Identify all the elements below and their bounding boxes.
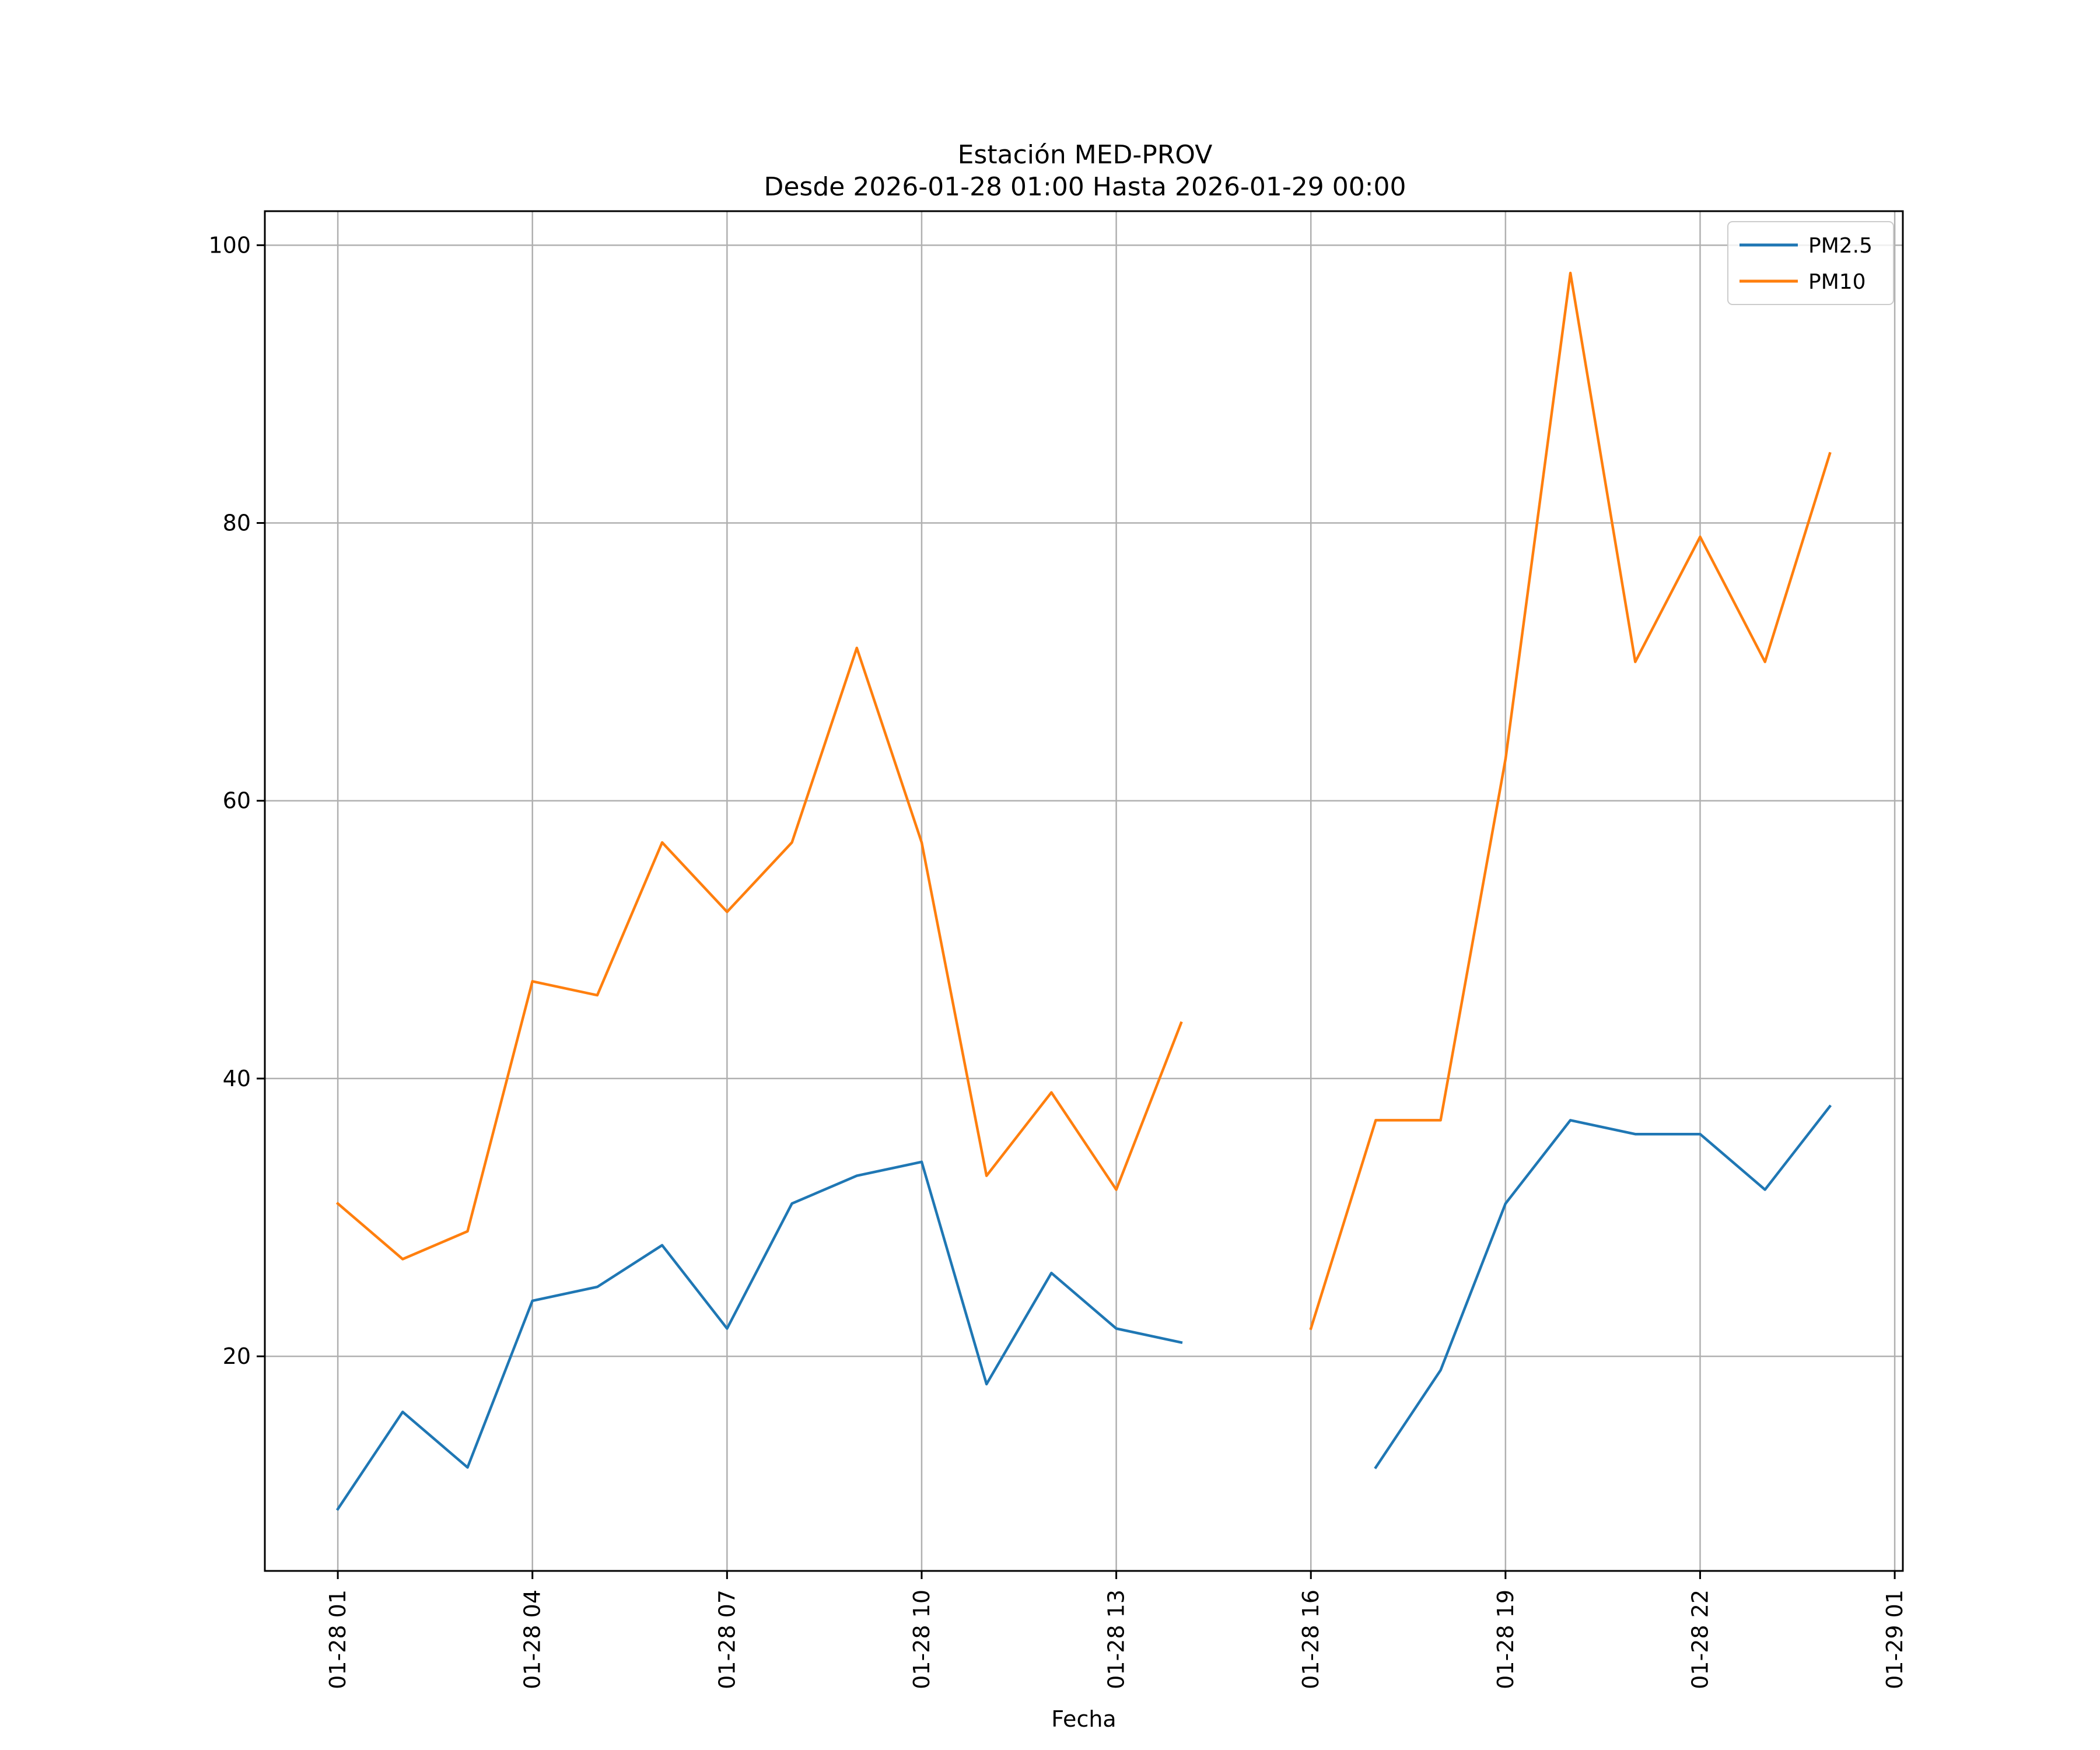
- y-axis: 20 40 60 80 100: [208, 232, 265, 1369]
- legend-label-pm10: PM10: [1808, 270, 1866, 294]
- data-point-pm10: [1051, 1092, 1052, 1093]
- data-point-pm10: [1700, 536, 1701, 537]
- data-point-pm25: [662, 1245, 663, 1246]
- data-point-pm25: [1634, 1133, 1636, 1135]
- y-tick-label: 40: [223, 1066, 251, 1091]
- y-tick-label: 60: [223, 788, 251, 814]
- data-point-pm10: [1310, 1328, 1311, 1329]
- data-point-pm10: [856, 648, 858, 649]
- x-axis: 01-28 01 01-28 04 01-28 07 01-28 10 01-28 13…: [325, 1571, 1908, 1689]
- data-point-pm10: [402, 1259, 403, 1260]
- data-point-pm10: [597, 995, 598, 996]
- grid-layer: [265, 211, 1903, 1571]
- legend: PM2.5 PM10: [1727, 221, 1894, 305]
- y-tick-label: 20: [223, 1343, 251, 1369]
- data-point-pm10: [1181, 1023, 1182, 1024]
- series-layer: [335, 271, 1832, 1511]
- data-point-pm10: [1634, 662, 1636, 663]
- chart-title-line2: Desde 2026-01-28 01:00 Hasta 2026-01-29 …: [764, 172, 1406, 202]
- x-tick-label: 01-28 16: [1298, 1590, 1324, 1689]
- data-point-pm25: [1116, 1328, 1117, 1329]
- data-point-pm25: [1570, 1119, 1571, 1121]
- data-point-pm10: [467, 1231, 468, 1232]
- data-point-pm25: [337, 1508, 338, 1510]
- data-point-pm10: [986, 1175, 987, 1177]
- data-point-pm10: [921, 842, 922, 843]
- x-tick-label: 01-28 22: [1687, 1590, 1713, 1689]
- data-point-pm10: [662, 842, 663, 843]
- data-point-pm25: [1505, 1203, 1506, 1204]
- series-line-pm10: [1309, 271, 1832, 1331]
- data-point-pm25: [856, 1175, 858, 1177]
- x-tick-label: 01-29 01: [1882, 1590, 1908, 1689]
- data-point-pm10: [1829, 453, 1831, 454]
- data-point-pm25: [1375, 1467, 1376, 1468]
- data-point-pm25: [1051, 1272, 1052, 1273]
- data-point-pm10: [1375, 1119, 1376, 1121]
- data-point-pm10: [1440, 1119, 1441, 1121]
- plot-area-frame: [264, 210, 1904, 1572]
- data-point-pm25: [532, 1300, 533, 1301]
- data-point-pm25: [597, 1286, 598, 1287]
- data-point-pm25: [1181, 1342, 1182, 1343]
- series-line-pm10: [335, 646, 1183, 1261]
- data-point-pm25: [726, 1328, 727, 1329]
- y-tick-label: 80: [223, 510, 251, 536]
- series-line-pm25: [335, 1160, 1183, 1511]
- data-point-pm10: [792, 842, 793, 843]
- data-point-pm25: [1440, 1370, 1441, 1371]
- data-point-pm10: [337, 1203, 338, 1204]
- data-point-pm25: [986, 1384, 987, 1385]
- data-point-pm25: [1829, 1106, 1831, 1107]
- data-point-pm10: [726, 911, 727, 912]
- data-point-pm10: [1765, 662, 1766, 663]
- data-point-pm10: [1505, 758, 1506, 760]
- data-point-pm25: [792, 1203, 793, 1204]
- x-axis-label: Fecha: [1051, 1706, 1116, 1732]
- series-line-pm25: [1374, 1104, 1832, 1469]
- x-tick-label: 01-28 07: [714, 1590, 740, 1689]
- data-point-pm25: [921, 1161, 922, 1163]
- data-point-pm25: [1765, 1189, 1766, 1190]
- x-tick-label: 01-28 19: [1493, 1590, 1518, 1689]
- legend-frame: [1727, 221, 1894, 305]
- x-tick-label: 01-28 01: [325, 1590, 351, 1689]
- x-tick-label: 01-28 13: [1104, 1590, 1129, 1689]
- data-point-pm25: [467, 1467, 468, 1468]
- data-point-pm10: [1570, 272, 1571, 274]
- chart-title-line1: Estación MED-PROV: [958, 140, 1213, 170]
- data-point-pm25: [1700, 1133, 1701, 1135]
- x-tick-label: 01-28 10: [909, 1590, 935, 1689]
- data-point-pm25: [402, 1411, 403, 1412]
- y-tick-label: 100: [208, 232, 251, 258]
- x-tick-label: 01-28 04: [520, 1590, 545, 1689]
- data-point-pm10: [532, 981, 533, 982]
- legend-label-pm25: PM2.5: [1808, 234, 1873, 258]
- data-point-pm10: [1116, 1189, 1117, 1190]
